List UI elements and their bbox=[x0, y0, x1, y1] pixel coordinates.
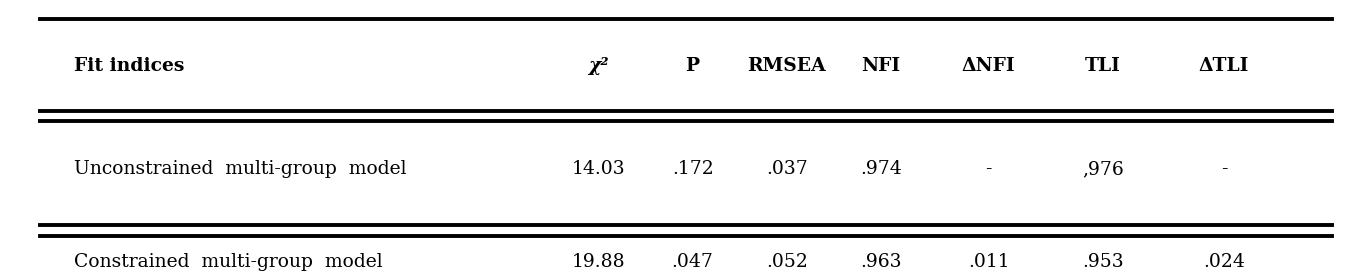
Text: .047: .047 bbox=[671, 253, 714, 271]
Text: .172: .172 bbox=[671, 160, 714, 178]
Text: Unconstrained  multi-group  model: Unconstrained multi-group model bbox=[74, 160, 406, 178]
Text: .024: .024 bbox=[1202, 253, 1245, 271]
Text: -: - bbox=[1221, 160, 1227, 178]
Text: P: P bbox=[686, 57, 699, 75]
Text: ,976: ,976 bbox=[1081, 160, 1124, 178]
Text: .953: .953 bbox=[1083, 253, 1123, 271]
Text: TLI: TLI bbox=[1085, 57, 1120, 75]
Text: ΔNFI: ΔNFI bbox=[962, 57, 1015, 75]
Text: 14.03: 14.03 bbox=[572, 160, 625, 178]
Text: NFI: NFI bbox=[861, 57, 901, 75]
Text: .974: .974 bbox=[859, 160, 902, 178]
Text: .963: .963 bbox=[861, 253, 901, 271]
Text: -: - bbox=[986, 160, 991, 178]
Text: ΔTLI: ΔTLI bbox=[1198, 57, 1250, 75]
Text: Constrained  multi-group  model: Constrained multi-group model bbox=[74, 253, 382, 271]
Text: χ²: χ² bbox=[588, 57, 609, 75]
Text: .052: .052 bbox=[765, 253, 808, 271]
Text: .037: .037 bbox=[765, 160, 808, 178]
Text: 19.88: 19.88 bbox=[572, 253, 625, 271]
Text: .011: .011 bbox=[968, 253, 1009, 271]
Text: RMSEA: RMSEA bbox=[748, 57, 826, 75]
Text: Fit indices: Fit indices bbox=[74, 57, 184, 75]
